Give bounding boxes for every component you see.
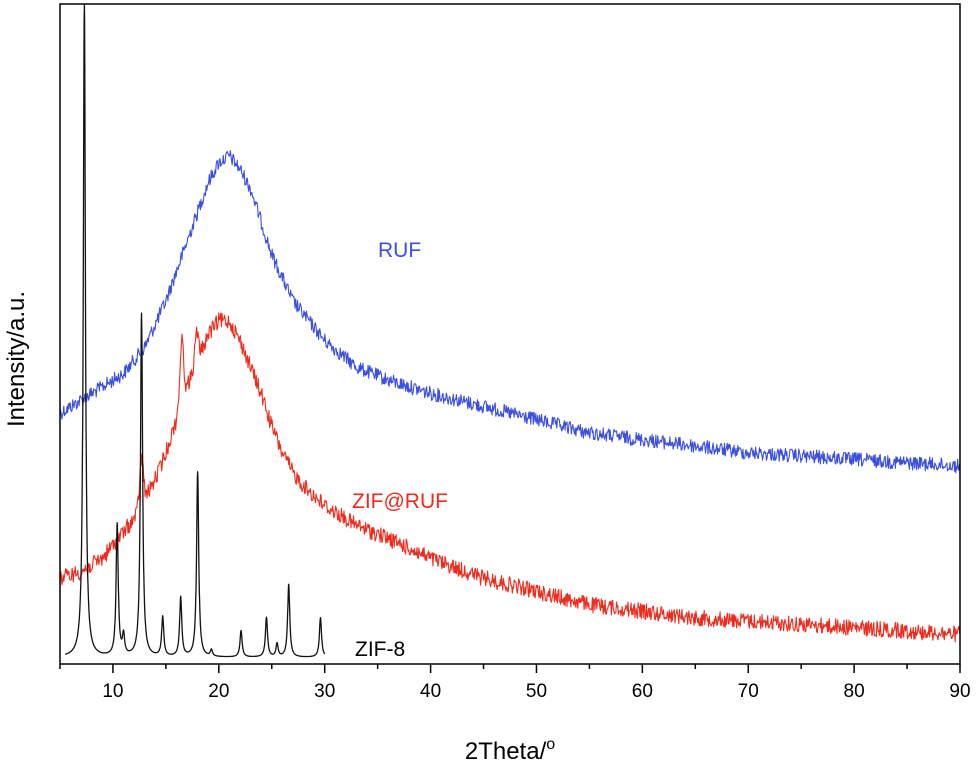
x-tick-label: 40 — [420, 681, 441, 702]
plot-lines — [59, 3, 961, 658]
plot-frame — [59, 3, 961, 665]
x-axis-title: 2Theta/o — [465, 736, 555, 765]
x-tick-label: 20 — [208, 681, 229, 702]
x-tick-label: 30 — [314, 681, 335, 702]
series-line-zif-8 — [64, 3, 326, 658]
x-tick-label: 80 — [844, 681, 865, 702]
x-axis-title-degree: o — [546, 736, 555, 753]
series-label-zif-8: ZIF-8 — [355, 638, 405, 661]
series-label-zif-ruf: ZIF@RUF — [352, 490, 448, 513]
x-tick-label: 90 — [949, 681, 970, 702]
series-labels: RUF ZIF@RUF ZIF-8 — [352, 239, 448, 661]
series-line-zif-ruf — [59, 312, 961, 643]
x-axis-title-text: 2Theta/ — [465, 738, 547, 765]
series-label-ruf: RUF — [378, 239, 421, 262]
y-axis-title: Intensity/a.u. — [3, 291, 30, 427]
x-axis: 10 20 30 40 50 60 70 80 90 — [59, 664, 971, 702]
x-tick-label: 50 — [526, 681, 547, 702]
x-tick-label: 70 — [738, 681, 759, 702]
series-line-ruf — [59, 150, 961, 474]
x-tick-label: 10 — [102, 681, 123, 702]
x-tick-label: 60 — [632, 681, 653, 702]
